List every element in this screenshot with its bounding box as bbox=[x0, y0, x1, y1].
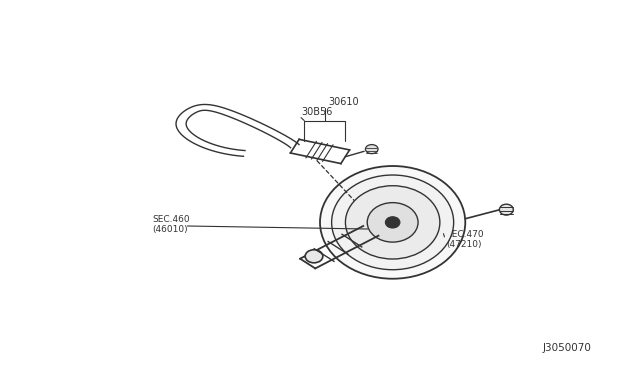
Ellipse shape bbox=[320, 166, 465, 279]
Text: SEC.460: SEC.460 bbox=[152, 215, 190, 224]
Ellipse shape bbox=[332, 175, 454, 270]
Ellipse shape bbox=[499, 204, 513, 215]
Ellipse shape bbox=[367, 203, 418, 242]
Ellipse shape bbox=[365, 145, 378, 154]
Text: (47210): (47210) bbox=[446, 240, 482, 249]
Text: J3050070: J3050070 bbox=[543, 343, 591, 353]
Text: 30B56: 30B56 bbox=[301, 107, 332, 117]
Ellipse shape bbox=[385, 217, 400, 228]
Ellipse shape bbox=[346, 186, 440, 259]
Text: SEC.470: SEC.470 bbox=[446, 230, 484, 239]
Ellipse shape bbox=[305, 250, 323, 263]
Text: 30610: 30610 bbox=[328, 97, 358, 107]
Text: (46010): (46010) bbox=[152, 225, 188, 234]
